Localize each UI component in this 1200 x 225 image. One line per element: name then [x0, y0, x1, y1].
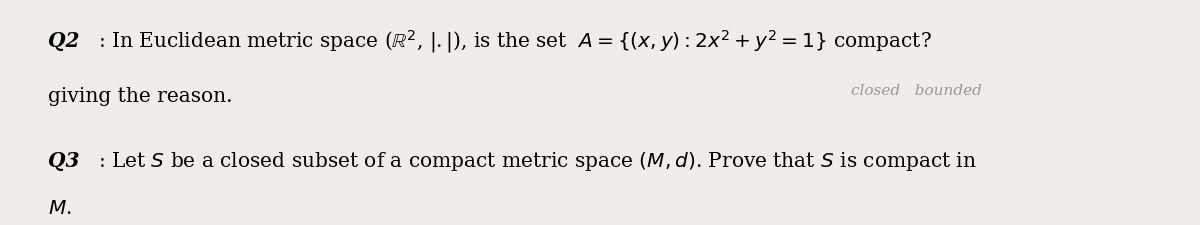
- Text: Q2: Q2: [48, 32, 79, 51]
- Text: : In Euclidean metric space ($\mathbb{R}^2$, |.$\,$|), is the set  $A = \{(x, y): : In Euclidean metric space ($\mathbb{R}…: [97, 28, 931, 55]
- Text: giving the reason.: giving the reason.: [48, 88, 233, 106]
- Text: Q3: Q3: [48, 151, 79, 171]
- Text: $M$.: $M$.: [48, 198, 72, 218]
- Text: : Let $S$ be a closed subset of a compact metric space $(M, d)$. Prove that $S$ : : Let $S$ be a closed subset of a compac…: [97, 150, 977, 173]
- Text: closed   bounded: closed bounded: [851, 84, 982, 98]
